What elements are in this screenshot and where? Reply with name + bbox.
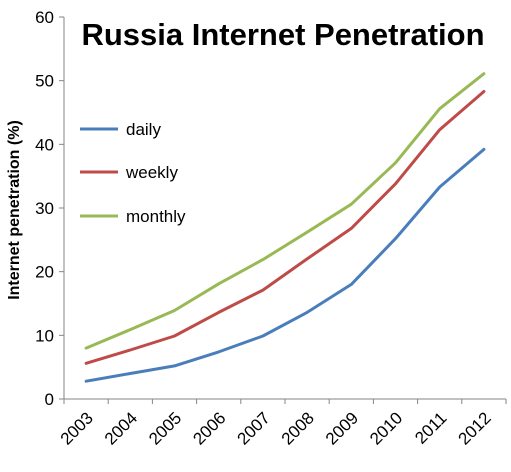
legend-label-monthly: monthly bbox=[126, 207, 186, 226]
y-axis-label: Internet penetration (%) bbox=[6, 120, 23, 300]
x-tick-label: 2012 bbox=[455, 408, 495, 448]
x-tick-label: 2007 bbox=[234, 408, 274, 448]
y-tick-label: 30 bbox=[35, 199, 54, 218]
chart-title: Russia Internet Penetration bbox=[81, 17, 484, 52]
series-line-monthly bbox=[84, 72, 486, 350]
x-tick-label: 2011 bbox=[411, 408, 450, 447]
y-tick-label: 40 bbox=[35, 135, 54, 154]
x-tick-label: 2010 bbox=[366, 408, 406, 448]
x-tick-label: 2004 bbox=[101, 408, 141, 448]
x-tick-label: 2008 bbox=[278, 408, 318, 448]
series-line-daily bbox=[84, 147, 486, 383]
x-tick-label: 2006 bbox=[189, 408, 229, 448]
y-tick-label: 50 bbox=[35, 72, 54, 91]
x-ticks: 2003 2004 2005 2006 2007 2008 2009 2010 2011 2012 bbox=[57, 399, 507, 449]
y-ticks: 0 10 20 30 40 50 60 bbox=[35, 8, 64, 409]
legend: daily weekly monthly bbox=[80, 120, 186, 226]
x-tick-label: 2009 bbox=[322, 408, 362, 448]
y-tick-label: 10 bbox=[35, 326, 54, 345]
series-lines bbox=[84, 72, 486, 383]
y-tick-label: 60 bbox=[35, 8, 54, 27]
legend-label-weekly: weekly bbox=[125, 163, 178, 182]
series-line-weekly bbox=[84, 90, 486, 365]
y-tick-label: 20 bbox=[35, 263, 54, 282]
x-tick-label: 2005 bbox=[145, 408, 185, 448]
y-tick-label: 0 bbox=[45, 390, 54, 409]
x-tick-label: 2003 bbox=[57, 408, 97, 448]
legend-label-daily: daily bbox=[126, 120, 161, 139]
